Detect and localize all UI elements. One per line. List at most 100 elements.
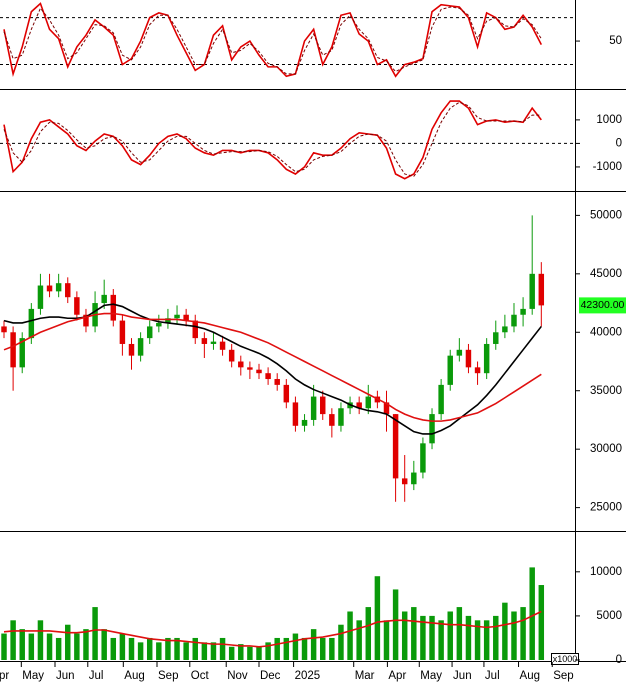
- candle-body: [301, 419, 308, 426]
- candle-body: [137, 338, 144, 356]
- x-tick-label: Sep: [158, 670, 178, 682]
- volume-bar: [65, 624, 71, 660]
- candle-body: [10, 332, 16, 368]
- candle-body: [119, 320, 126, 344]
- candle-body: [192, 320, 198, 339]
- volume-bar: [119, 633, 126, 660]
- y-tick-label: 50: [609, 35, 622, 47]
- volume-bar: [137, 642, 144, 660]
- candle-body: [65, 283, 71, 298]
- candle-body: [283, 384, 290, 403]
- y-tick-label: 5000: [596, 610, 622, 622]
- candle-body: [83, 314, 89, 327]
- volume-bar: [347, 611, 353, 660]
- x-tick-label: Apr: [0, 670, 9, 682]
- candle-body: [338, 408, 344, 426]
- candle-body: [219, 341, 226, 350]
- candle-body: [511, 314, 517, 327]
- candle-body: [310, 396, 317, 420]
- volume-bar: [1, 633, 7, 660]
- volume-bar: [256, 646, 262, 660]
- axis-layer: Apr May Jun Jul Aug Sep Oct Nov Dec 2025 Mar Apr May…: [0, 35, 626, 682]
- plot-layer: [0, 2, 575, 660]
- volume-bar: [283, 637, 290, 660]
- volume-bar: [329, 637, 335, 660]
- volume-bar: [219, 637, 226, 660]
- x-tick-label: Aug: [124, 670, 144, 682]
- volume-bar: [292, 633, 299, 660]
- series-line: [3, 100, 542, 180]
- volume-bar: [420, 615, 426, 660]
- volume-bar: [447, 611, 453, 660]
- volume-bar: [493, 615, 499, 660]
- volume-bar: [383, 620, 390, 660]
- volume-bar: [411, 607, 417, 660]
- volume-bar: [55, 637, 62, 660]
- y-tick-label: 25000: [590, 502, 622, 514]
- y-tick-label: 0: [616, 654, 622, 666]
- candle-body: [156, 322, 162, 327]
- candle-body: [502, 326, 508, 333]
- x-tick-label: Oct: [191, 670, 210, 682]
- y-tick-label: 45000: [590, 268, 622, 280]
- candle-body: [429, 414, 435, 444]
- y-tick-label: -1000: [593, 161, 622, 173]
- series-line: [3, 610, 542, 648]
- volume-bar: [110, 637, 117, 660]
- x-tick-label: Jun: [453, 670, 472, 682]
- volume-bar: [92, 607, 98, 660]
- candle-body: [365, 396, 372, 409]
- volume-bar: [483, 620, 490, 660]
- candle-body: [411, 472, 417, 485]
- volume-bar: [165, 637, 171, 660]
- volume-bar: [83, 629, 89, 660]
- candle-body: [474, 367, 481, 374]
- series-line: [3, 303, 542, 435]
- candle-body: [110, 294, 117, 321]
- volume-bar: [474, 620, 481, 660]
- volume-bar: [201, 642, 208, 660]
- volume-bar: [174, 637, 180, 660]
- volume-bar: [247, 646, 253, 660]
- candle-body: [265, 373, 271, 380]
- candle-body: [529, 273, 535, 309]
- candle-body: [46, 285, 53, 292]
- volume-bar: [529, 567, 535, 660]
- candle-body: [74, 297, 80, 315]
- candle-body: [420, 443, 426, 473]
- candle-body: [438, 384, 444, 415]
- volume-bar: [28, 633, 35, 660]
- x-tick-label: Jun: [56, 670, 75, 682]
- candle-body: [165, 318, 171, 323]
- candle-body: [456, 349, 463, 356]
- candle-body: [329, 414, 335, 426]
- candle-body: [19, 338, 25, 368]
- unit-label: x1000: [553, 654, 578, 664]
- volume-bar: [338, 624, 344, 660]
- candle-body: [356, 402, 362, 409]
- candle-body: [101, 294, 107, 304]
- candle-body: [238, 361, 244, 368]
- volume-bar: [310, 629, 317, 660]
- candle-body: [292, 402, 299, 426]
- series-line: [3, 2, 543, 78]
- volume-bar: [401, 611, 408, 660]
- volume-bar: [438, 620, 444, 660]
- candle-body: [1, 326, 7, 333]
- x-tick-label: May: [22, 670, 44, 682]
- volume-bar: [37, 620, 44, 660]
- volume-bar: [210, 642, 217, 660]
- candle-body: [493, 332, 499, 344]
- volume-bar: [265, 642, 271, 660]
- unit-box: [551, 653, 579, 665]
- volume-bar: [511, 611, 517, 660]
- candle-body: [256, 369, 262, 374]
- x-tick-label: Mar: [355, 670, 375, 682]
- candle-body: [210, 341, 217, 344]
- volume-bar: [238, 644, 244, 660]
- y-tick-label: 10000: [590, 566, 622, 578]
- candle-body: [465, 349, 472, 368]
